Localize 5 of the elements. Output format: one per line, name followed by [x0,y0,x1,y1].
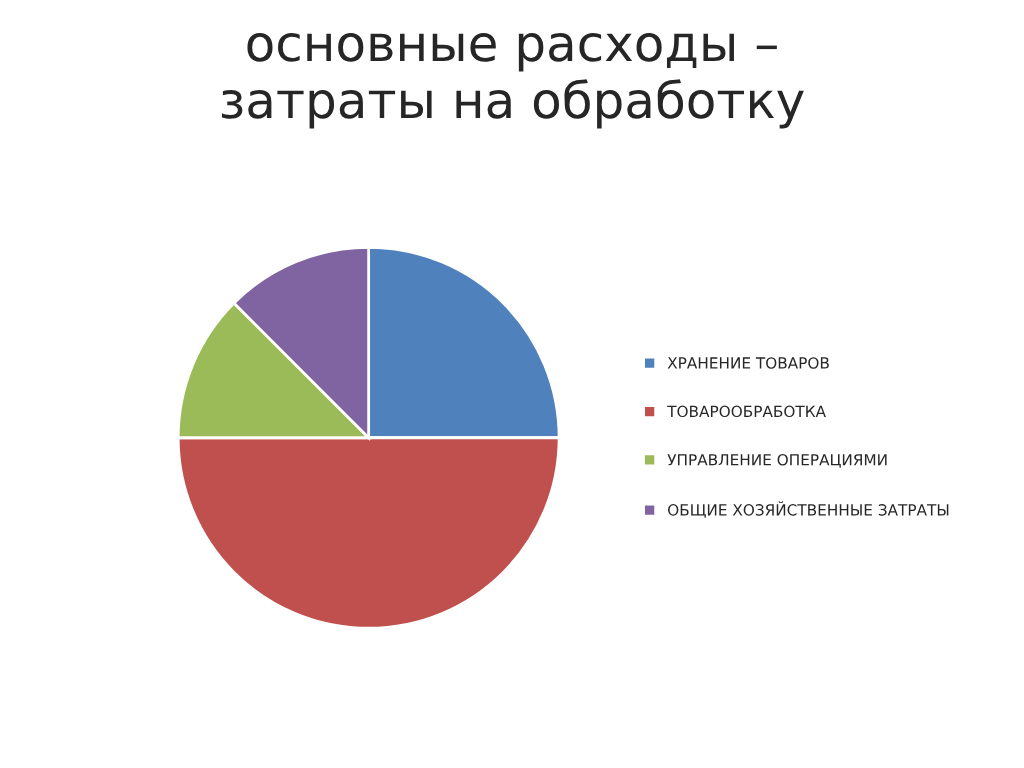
legend-label: ТОВАРООБРАБОТКА [667,405,826,418]
chart-title: основные расходы – затраты на обработку [221,33,804,129]
legend-label: УПРАВЛЕНИЕ ОПЕРАЦИЯМИ [667,453,887,468]
legend-label: ХРАНЕНИЕ ТОВАРОВ [667,357,829,369]
legend-label: ОБЩИЕ ХОЗЯЙСТВЕННЫЕ ЗАТРАТЫ [668,501,949,518]
